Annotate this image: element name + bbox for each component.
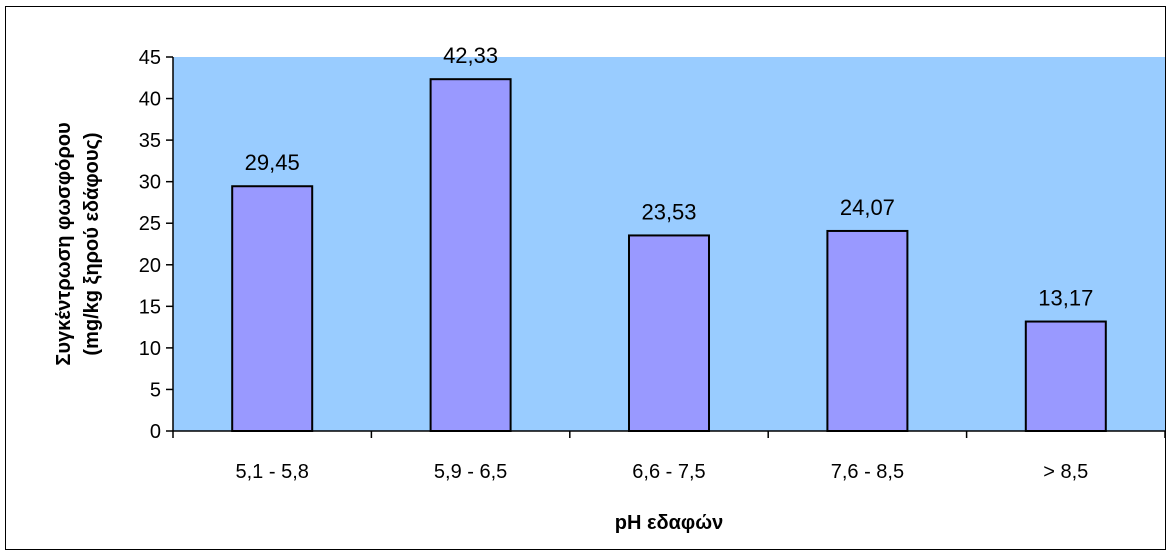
y-tick-label: 0 [150,421,161,443]
bar-value-label: 23,53 [641,199,696,224]
y-tick-label: 30 [139,172,161,194]
y-axis: 0 5 10 15 20 25 30 35 40 45 [139,47,174,443]
bar-value-label: 13,17 [1038,286,1093,311]
y-tick-label: 20 [139,255,161,277]
bar [628,234,710,432]
bar [429,78,512,432]
y-tick-label: 35 [139,130,161,152]
x-axis: 5,1 - 5,8 5,9 - 6,5 6,6 - 7,5 7,6 - 8,5 > 8,… [172,430,1166,483]
bar [231,185,314,432]
x-category-label: 7,6 - 8,5 [831,461,904,483]
bar [1024,320,1107,432]
x-category-label: 5,1 - 5,8 [236,461,309,483]
bar-value-label: 24,07 [840,195,895,220]
y-tick-label: 25 [139,213,161,235]
bar [826,229,909,432]
bar-value-label: 42,33 [443,43,498,68]
data-labels-group: 29,45 42,33 23,53 24,07 13,17 [245,43,1094,310]
x-category-label: 5,9 - 6,5 [434,461,507,483]
y-tick-label: 40 [139,89,161,111]
y-tick-label: 45 [139,47,161,69]
x-category-label: > 8,5 [1043,461,1088,483]
bar-value-label: 29,45 [245,150,300,175]
y-axis-title-line2: (mg/kg ξηρού εδάφους) [81,132,103,355]
y-tick-label: 15 [139,296,161,318]
x-axis-title: pH εδαφών [615,512,723,534]
x-category-label: 6,6 - 7,5 [632,461,705,483]
bars-group [231,78,1107,432]
y-tick-label: 10 [139,338,161,360]
y-tick-label: 5 [150,379,161,401]
y-axis-title-line1: Συγκέντρωση φωσφόρου [53,122,75,365]
